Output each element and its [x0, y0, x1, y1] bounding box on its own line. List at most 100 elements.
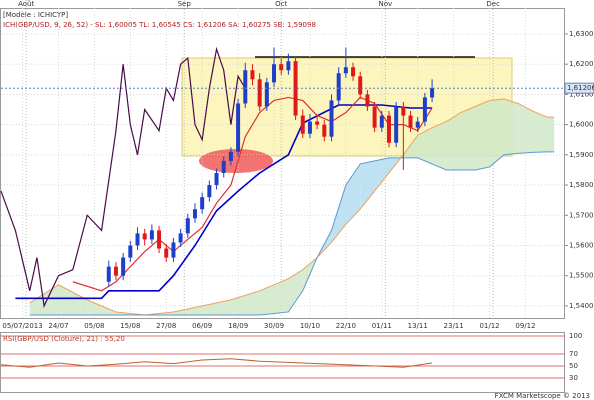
candle-body	[135, 233, 140, 246]
cloud-fill	[489, 98, 504, 167]
candle-body	[351, 67, 356, 77]
candle-body	[257, 79, 262, 107]
candle-body	[164, 248, 169, 258]
x-tick-label: 05/08	[84, 322, 104, 330]
candle-body	[243, 70, 248, 104]
x-tick-label: 23/11	[444, 322, 464, 330]
y-tick-label: 1,6000	[569, 121, 594, 129]
cloud-fill	[432, 121, 447, 170]
senkou-a	[29, 98, 555, 316]
x-tick-label: 05/07/2013	[2, 322, 42, 330]
y-tick-label: 1,5400	[569, 302, 594, 310]
candle-body	[408, 115, 413, 128]
rsi-tick-label: 70	[569, 350, 578, 358]
x-tick-label: 15/08	[120, 322, 140, 330]
footer: FXCM Marketscope © 2013	[495, 392, 590, 400]
candle-body	[322, 124, 327, 137]
y-tick-label: 1,5900	[569, 151, 594, 159]
candle-body	[336, 73, 341, 101]
last-price-box	[564, 82, 594, 94]
cloud-fill	[460, 106, 476, 170]
candle-body	[286, 61, 291, 71]
x-tick-label: 01/12	[479, 322, 499, 330]
x-tick-label: 01/11	[372, 322, 392, 330]
candle-body	[106, 266, 111, 282]
candle-body	[422, 97, 427, 122]
candle-body	[221, 160, 226, 173]
candle-body	[185, 218, 190, 234]
y-tick-label: 1,6200	[569, 60, 594, 68]
rsi-tick-label: 50	[569, 362, 578, 370]
candle-body	[178, 233, 183, 243]
y-tick-label: 1,5600	[569, 241, 594, 249]
candle-body	[200, 197, 205, 210]
x-tick-label: 06/09	[192, 322, 212, 330]
cloud-fill	[230, 290, 260, 315]
cloud-fill	[288, 269, 303, 312]
rsi-title: RSI(GBP/USD (Cloture), 21) : 55,20	[3, 335, 125, 343]
cloud-fill	[446, 112, 461, 170]
candle-body	[207, 185, 212, 198]
candle-body	[192, 209, 197, 219]
candle-body	[307, 121, 312, 134]
cloud-fill	[173, 305, 203, 315]
candle-body	[386, 115, 391, 143]
x-tick-label: 18/09	[228, 322, 248, 330]
month-label: Août	[18, 0, 34, 8]
candle-body	[264, 82, 269, 107]
y-tick-label: 1,6100	[569, 90, 594, 98]
cloud-fill	[202, 299, 231, 315]
candle-body	[329, 100, 334, 137]
candle-body	[128, 245, 133, 258]
candle-body	[430, 88, 435, 98]
y-tick-label: 1,5800	[569, 181, 594, 189]
x-tick-label: 13/11	[408, 322, 428, 330]
candle-body	[121, 257, 126, 276]
x-tick-label: 09/12	[515, 322, 535, 330]
senkou-b	[29, 151, 555, 316]
cloud-fill	[374, 157, 389, 192]
candle-body	[415, 121, 420, 128]
candle-body	[343, 67, 348, 74]
candle-body	[358, 76, 363, 95]
candle-body	[365, 94, 370, 107]
month-label: Sep	[178, 0, 192, 8]
candle-body	[272, 64, 277, 83]
month-label: Nov	[379, 0, 393, 8]
cloud-fill	[532, 111, 548, 153]
cloud-fill	[360, 160, 375, 210]
candle-body	[293, 61, 298, 116]
chart-title: [Modèle : ICHICYP]	[3, 11, 68, 19]
candle-body	[372, 106, 377, 128]
candle-body	[113, 266, 118, 276]
candle-body	[315, 121, 320, 125]
rsi-line	[0, 358, 433, 368]
cloud-fill	[547, 117, 555, 152]
candle-body	[279, 64, 284, 71]
candle-body	[394, 106, 399, 143]
y-tick-label: 1,5700	[569, 211, 594, 219]
candle-body	[149, 230, 154, 240]
cloud-fill	[29, 284, 59, 315]
y-tick-label: 1,6300	[569, 30, 594, 38]
candle-body	[214, 172, 219, 186]
y-tick-label: 1,5500	[569, 272, 594, 280]
month-label: Oct	[275, 0, 287, 8]
x-tick-label: 24/07	[48, 322, 68, 330]
candle-body	[401, 106, 406, 116]
x-tick-label: 30/09	[264, 322, 284, 330]
candle-body	[300, 115, 305, 134]
x-tick-label: 10/10	[300, 322, 320, 330]
last-price-label: 1,61206	[567, 84, 594, 92]
cloud-fill	[518, 103, 533, 154]
month-label: Dec	[486, 0, 500, 8]
candle-body	[379, 115, 384, 128]
cloud-fill	[58, 284, 88, 315]
candle-body	[157, 230, 162, 249]
candle-body	[250, 70, 255, 80]
rsi-tick-label: 30	[569, 374, 578, 382]
x-tick-label: 22/10	[336, 322, 356, 330]
candle-body	[142, 233, 147, 240]
indicator-line	[0, 46, 246, 308]
candle-body	[236, 103, 241, 152]
